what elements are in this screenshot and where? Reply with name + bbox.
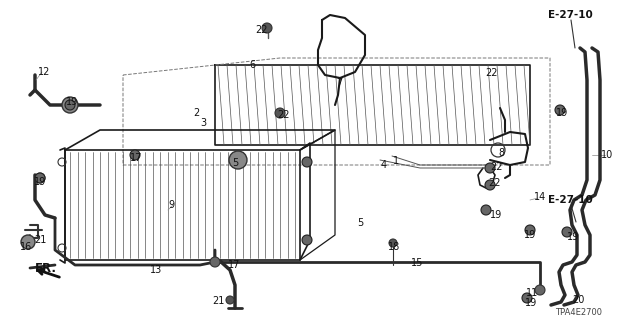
Text: 6: 6 <box>249 60 255 70</box>
Circle shape <box>525 225 535 235</box>
Circle shape <box>562 227 572 237</box>
Text: 19: 19 <box>524 230 536 240</box>
Circle shape <box>130 150 140 160</box>
Text: 3: 3 <box>200 118 206 128</box>
Text: 20: 20 <box>572 295 584 305</box>
Circle shape <box>302 157 312 167</box>
Text: 22: 22 <box>488 178 500 188</box>
Circle shape <box>485 163 495 173</box>
Text: 21: 21 <box>212 296 225 306</box>
Text: 1: 1 <box>393 156 399 166</box>
Text: 16: 16 <box>20 242 32 252</box>
Text: 14: 14 <box>534 192 547 202</box>
Circle shape <box>35 173 45 183</box>
Text: 9: 9 <box>168 200 174 210</box>
Text: 18: 18 <box>388 242 400 252</box>
Circle shape <box>21 235 35 249</box>
Circle shape <box>229 151 247 169</box>
Text: 22: 22 <box>490 162 502 172</box>
Text: 19: 19 <box>556 108 568 118</box>
Text: 17: 17 <box>228 260 241 270</box>
Circle shape <box>485 180 495 190</box>
Text: 19: 19 <box>66 97 78 107</box>
Text: 13: 13 <box>150 265 163 275</box>
Text: 11: 11 <box>526 288 538 298</box>
Circle shape <box>302 235 312 245</box>
Circle shape <box>65 100 75 110</box>
Text: 8: 8 <box>498 148 504 158</box>
Text: 7: 7 <box>336 78 342 88</box>
Text: E-27-10: E-27-10 <box>548 10 593 20</box>
Circle shape <box>389 239 397 247</box>
Text: 19: 19 <box>34 177 46 187</box>
Text: 12: 12 <box>38 67 51 77</box>
Circle shape <box>226 296 234 304</box>
Circle shape <box>262 23 272 33</box>
Text: 17: 17 <box>130 153 142 163</box>
Circle shape <box>481 205 491 215</box>
Text: E-27-10: E-27-10 <box>548 195 593 205</box>
Text: 15: 15 <box>411 258 424 268</box>
Text: 19: 19 <box>525 298 537 308</box>
Circle shape <box>62 97 78 113</box>
Circle shape <box>555 105 565 115</box>
Text: 21: 21 <box>34 235 46 245</box>
Text: 19: 19 <box>490 210 502 220</box>
Text: 5: 5 <box>232 158 238 168</box>
Text: 22: 22 <box>277 110 289 120</box>
Text: 22: 22 <box>255 25 268 35</box>
Text: 5: 5 <box>357 218 364 228</box>
Circle shape <box>535 285 545 295</box>
Text: 10: 10 <box>601 150 613 160</box>
Text: 19: 19 <box>567 232 579 242</box>
Text: 4: 4 <box>381 160 387 170</box>
Circle shape <box>522 293 532 303</box>
Text: TPA4E2700: TPA4E2700 <box>555 308 602 317</box>
Text: FR.: FR. <box>35 262 57 275</box>
Text: 2: 2 <box>193 108 199 118</box>
Circle shape <box>35 173 45 183</box>
Text: 22: 22 <box>485 68 497 78</box>
Circle shape <box>210 257 220 267</box>
Circle shape <box>275 108 285 118</box>
